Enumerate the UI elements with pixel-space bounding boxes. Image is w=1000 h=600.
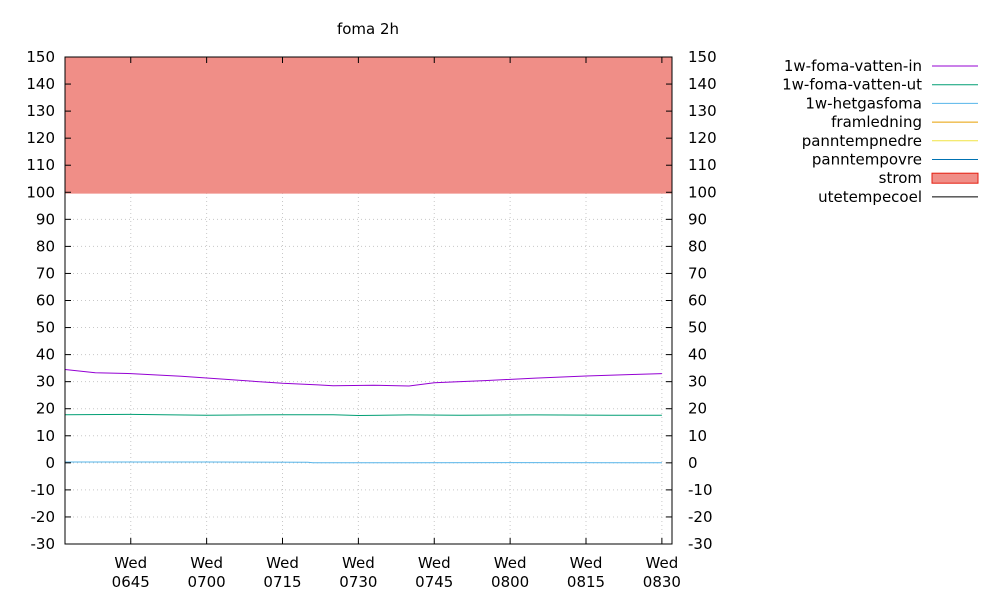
y-tick-label-left: 10 xyxy=(36,427,55,445)
y-tick-label-right: 90 xyxy=(688,210,707,228)
x-tick-day-label: Wed xyxy=(494,554,527,572)
y-tick-label-left: 0 xyxy=(45,454,55,472)
y-tick-label-right: 80 xyxy=(688,237,707,255)
legend-item: utetempecoel xyxy=(818,188,978,206)
y-tick-label-left: 80 xyxy=(36,237,55,255)
y-tick-label-right: 20 xyxy=(688,400,707,418)
legend-item: panntempovre xyxy=(812,151,978,169)
legend-label: 1w-hetgasfoma xyxy=(805,94,922,112)
y-tick-label-left: -10 xyxy=(31,481,56,499)
legend-label: 1w-foma-vatten-in xyxy=(784,57,922,75)
filled-series-layer xyxy=(65,57,672,194)
legend-item: framledning xyxy=(831,113,978,131)
y-tick-label-left: 150 xyxy=(26,48,55,66)
x-tick-time-label: 0645 xyxy=(112,573,150,591)
y-tick-label-left: -30 xyxy=(31,535,56,553)
x-tick-day-label: Wed xyxy=(418,554,451,572)
line-series-layer xyxy=(64,369,662,464)
legend-label: 1w-foma-vatten-ut xyxy=(782,76,922,94)
y-tick-label-left: 140 xyxy=(26,75,55,93)
y-tick-label-right: 120 xyxy=(688,129,717,147)
x-tick-day-label: Wed xyxy=(342,554,375,572)
y-axis-right: 1501401301201101009080706050403020100-10… xyxy=(666,48,717,553)
legend-label: framledning xyxy=(831,113,922,131)
legend-item: 1w-hetgasfoma xyxy=(805,94,978,112)
legend-item: 1w-foma-vatten-ut xyxy=(782,76,978,94)
y-tick-label-left: 30 xyxy=(36,373,55,391)
legend-label: utetempecoel xyxy=(818,188,922,206)
x-tick-day-label: Wed xyxy=(190,554,223,572)
y-tick-label-right: 40 xyxy=(688,346,707,364)
y-tick-label-left: 130 xyxy=(26,102,55,120)
x-tick-time-label: 0700 xyxy=(188,573,226,591)
legend-label: panntempnedre xyxy=(802,132,922,150)
legend-label: strom xyxy=(879,169,922,187)
x-tick-day-label: Wed xyxy=(114,554,147,572)
series-area-strom xyxy=(65,57,672,194)
y-tick-label-right: 60 xyxy=(688,292,707,310)
series-line-1w-hetgasfoma xyxy=(65,461,662,464)
y-tick-label-right: 10 xyxy=(688,427,707,445)
y-tick-label-left: 60 xyxy=(36,292,55,310)
legend: 1w-foma-vatten-in1w-foma-vatten-ut1w-het… xyxy=(782,57,979,206)
x-tick-time-label: 0730 xyxy=(339,573,377,591)
x-tick-time-label: 0715 xyxy=(263,573,301,591)
y-tick-label-left: 70 xyxy=(36,264,55,282)
y-tick-label-left: 50 xyxy=(36,319,55,337)
y-axis-left: 1501401301201101009080706050403020100-10… xyxy=(26,48,71,553)
y-tick-label-left: 100 xyxy=(26,183,55,201)
y-tick-label-left: 40 xyxy=(36,346,55,364)
y-tick-label-right: 130 xyxy=(688,102,717,120)
legend-item: strom xyxy=(879,169,979,187)
y-tick-label-right: -10 xyxy=(688,481,713,499)
legend-swatch xyxy=(931,172,979,184)
x-tick-day-label: Wed xyxy=(570,554,603,572)
y-tick-label-left: -20 xyxy=(31,508,56,526)
legend-item: 1w-foma-vatten-in xyxy=(784,57,978,75)
x-tick-day-label: Wed xyxy=(266,554,299,572)
legend-label: panntempovre xyxy=(812,151,922,169)
y-tick-label-right: 150 xyxy=(688,48,717,66)
x-tick-time-label: 0800 xyxy=(491,573,529,591)
x-tick-time-label: 0745 xyxy=(415,573,453,591)
y-tick-label-right: 70 xyxy=(688,264,707,282)
series-line-1w-foma-vatten-ut xyxy=(64,413,662,417)
y-tick-label-right: -30 xyxy=(688,535,713,553)
y-tick-label-left: 90 xyxy=(36,210,55,228)
y-tick-label-left: 120 xyxy=(26,129,55,147)
y-tick-label-right: 140 xyxy=(688,75,717,93)
x-tick-day-label: Wed xyxy=(646,554,679,572)
y-tick-label-right: 30 xyxy=(688,373,707,391)
x-tick-time-label: 0830 xyxy=(643,573,681,591)
series-line-1w-foma-vatten-in xyxy=(64,369,662,387)
y-tick-label-left: 110 xyxy=(26,156,55,174)
x-axis: Wed0645Wed0700Wed0715Wed0730Wed0745Wed08… xyxy=(112,57,681,591)
chart-title: foma 2h xyxy=(337,20,399,38)
y-tick-label-right: 110 xyxy=(688,156,717,174)
legend-item: panntempnedre xyxy=(802,132,978,150)
x-tick-time-label: 0815 xyxy=(567,573,605,591)
y-tick-label-right: 100 xyxy=(688,183,717,201)
y-tick-label-left: 20 xyxy=(36,400,55,418)
y-tick-label-right: 0 xyxy=(688,454,698,472)
y-tick-label-right: -20 xyxy=(688,508,713,526)
y-tick-label-right: 50 xyxy=(688,319,707,337)
